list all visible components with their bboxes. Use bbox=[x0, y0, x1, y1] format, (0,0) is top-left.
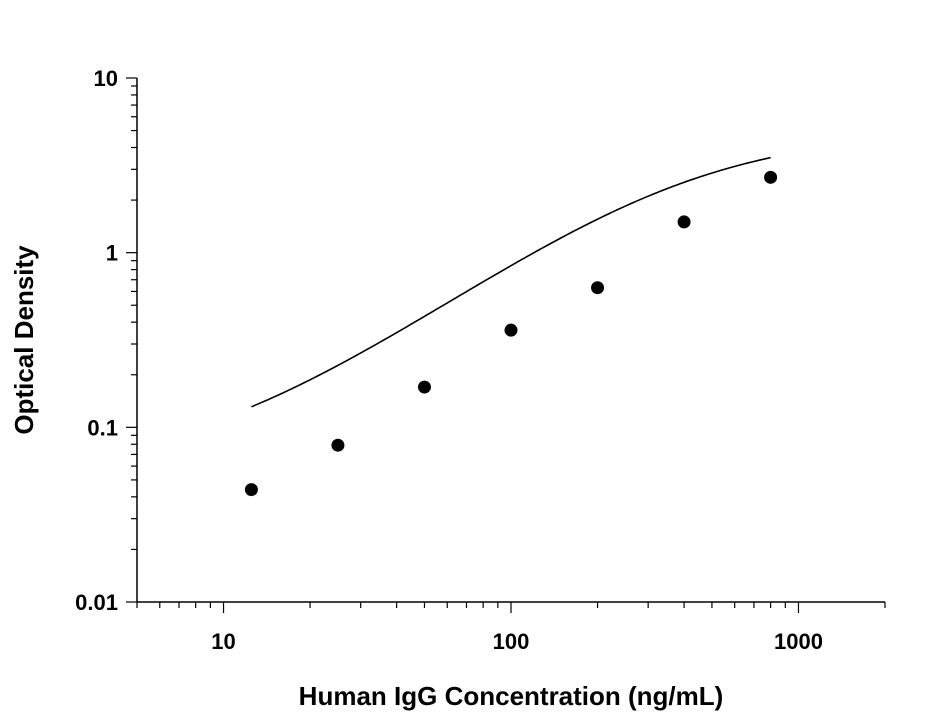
x-tick-label: 1000 bbox=[774, 629, 823, 654]
y-tick-label: 10 bbox=[94, 66, 118, 91]
fit-curve-layer bbox=[251, 156, 771, 408]
y-tick-label: 1 bbox=[106, 241, 118, 266]
x-axis-title: Human IgG Concentration (ng/mL) bbox=[299, 681, 724, 711]
data-point bbox=[764, 170, 778, 184]
fit-curve bbox=[251, 156, 771, 408]
data-point bbox=[331, 438, 345, 452]
tick-labels: 0.01 0.1 1 10 10 100 1000 bbox=[75, 66, 823, 654]
data-point bbox=[591, 281, 605, 295]
x-tick-label: 100 bbox=[493, 629, 530, 654]
y-axis-title: Optical Density bbox=[9, 245, 39, 435]
y-tick-label: 0.1 bbox=[87, 415, 118, 440]
data-point bbox=[677, 215, 691, 229]
data-point bbox=[504, 323, 518, 337]
y-tick-label: 0.01 bbox=[75, 590, 118, 615]
x-tick-label: 10 bbox=[211, 629, 235, 654]
axes bbox=[126, 77, 886, 613]
data-point bbox=[417, 380, 431, 394]
data-points bbox=[244, 170, 778, 497]
data-point bbox=[244, 483, 258, 497]
